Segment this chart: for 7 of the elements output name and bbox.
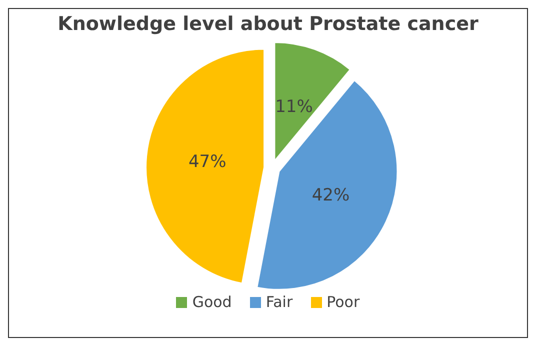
data-label: 42% <box>312 186 350 206</box>
data-label: 47% <box>188 152 226 172</box>
chart-title: Knowledge level about Prostate cancer <box>56 13 480 35</box>
legend-label: Good <box>191 293 232 311</box>
legend-label: Poor <box>326 293 360 311</box>
data-label: 11% <box>275 96 313 117</box>
legend-label: Fair <box>264 293 293 311</box>
